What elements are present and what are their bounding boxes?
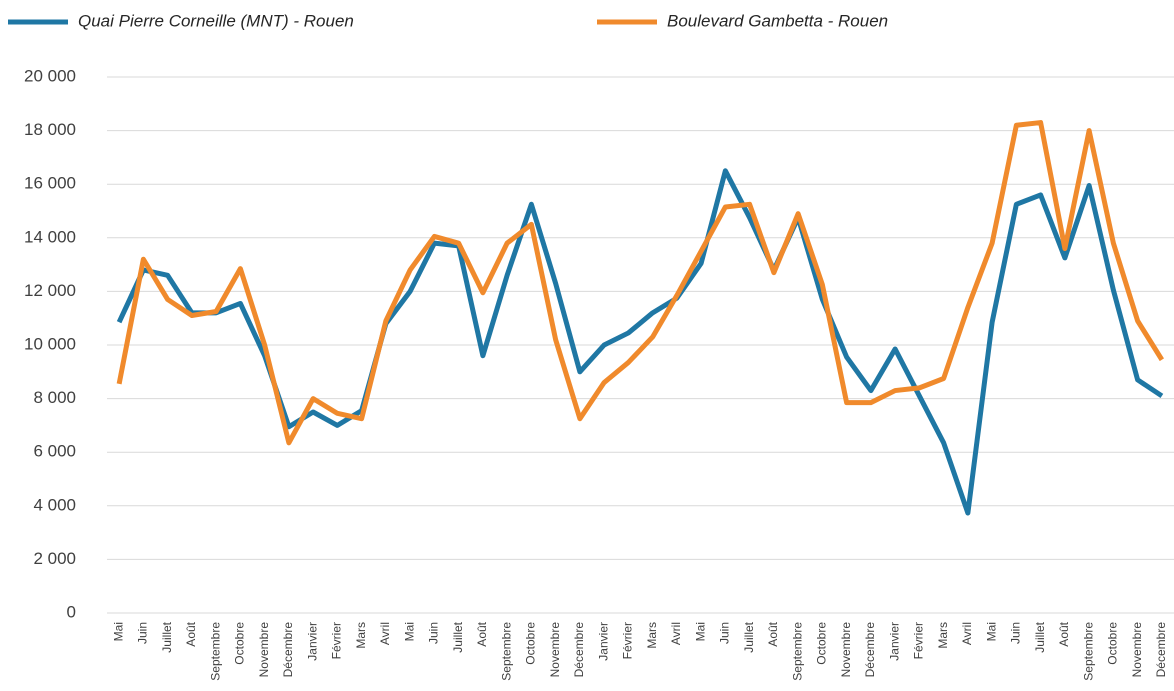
x-tick-label: Septembre [1081, 622, 1095, 681]
x-tick-label: Octobre [815, 622, 829, 665]
x-tick-label: Novembre [257, 622, 271, 678]
x-tick-label: Juillet [1033, 621, 1047, 652]
x-tick-label: Février [330, 622, 344, 659]
y-tick-label: 12 000 [24, 281, 76, 300]
y-tick-label: 0 [67, 602, 76, 621]
x-tick-label: Avril [669, 622, 683, 645]
x-tick-label: Mars [936, 622, 950, 649]
x-tick-label: Janvier [887, 622, 901, 661]
x-tick-label: Juin [1009, 622, 1023, 644]
x-tick-label: Janvier [596, 622, 610, 661]
legend-label: Quai Pierre Corneille (MNT) - Rouen [78, 11, 354, 30]
x-tick-label: Mai [111, 622, 125, 641]
x-tick-label: Septembre [499, 622, 513, 681]
legend-label: Boulevard Gambetta - Rouen [667, 11, 888, 30]
y-tick-label: 8 000 [33, 388, 76, 407]
x-tick-label: Décembre [281, 622, 295, 678]
x-tick-label: Mai [402, 622, 416, 641]
x-tick-label: Octobre [1106, 622, 1120, 665]
x-tick-label: Février [912, 622, 926, 659]
y-tick-label: 6 000 [33, 442, 76, 461]
x-tick-label: Mars [354, 622, 368, 649]
y-tick-label: 2 000 [33, 549, 76, 568]
x-tick-label: Mai [984, 622, 998, 641]
x-tick-label: Août [184, 621, 198, 646]
x-tick-label: Octobre [233, 622, 247, 665]
x-tick-label: Décembre [1154, 622, 1168, 678]
x-tick-label: Juin [718, 622, 732, 644]
x-tick-label: Juillet [742, 621, 756, 652]
x-tick-label: Juillet [160, 621, 174, 652]
y-tick-label: 18 000 [24, 120, 76, 139]
x-tick-label: Mars [645, 622, 659, 649]
x-tick-label: Juillet [451, 621, 465, 652]
x-tick-label: Août [766, 621, 780, 646]
x-tick-label: Août [1057, 621, 1071, 646]
x-tick-label: Juin [427, 622, 441, 644]
x-tick-label: Décembre [863, 622, 877, 678]
y-tick-label: 20 000 [24, 66, 76, 85]
x-tick-label: Juin [136, 622, 150, 644]
x-tick-label: Décembre [572, 622, 586, 678]
y-tick-label: 14 000 [24, 227, 76, 246]
x-tick-label: Novembre [839, 622, 853, 678]
y-tick-label: 4 000 [33, 495, 76, 514]
x-tick-label: Novembre [1130, 622, 1144, 678]
y-tick-label: 10 000 [24, 334, 76, 353]
x-tick-label: Janvier [305, 622, 319, 661]
x-tick-label: Août [475, 621, 489, 646]
y-tick-label: 16 000 [24, 174, 76, 193]
x-tick-label: Avril [960, 622, 974, 645]
x-tick-label: Novembre [548, 622, 562, 678]
series-line [116, 120, 1164, 446]
x-tick-label: Avril [378, 622, 392, 645]
x-tick-label: Septembre [790, 622, 804, 681]
x-tick-label: Février [621, 622, 635, 659]
x-tick-label: Mai [693, 622, 707, 641]
series-line [116, 168, 1164, 516]
x-tick-label: Octobre [524, 622, 538, 665]
x-tick-label: Septembre [208, 622, 222, 681]
